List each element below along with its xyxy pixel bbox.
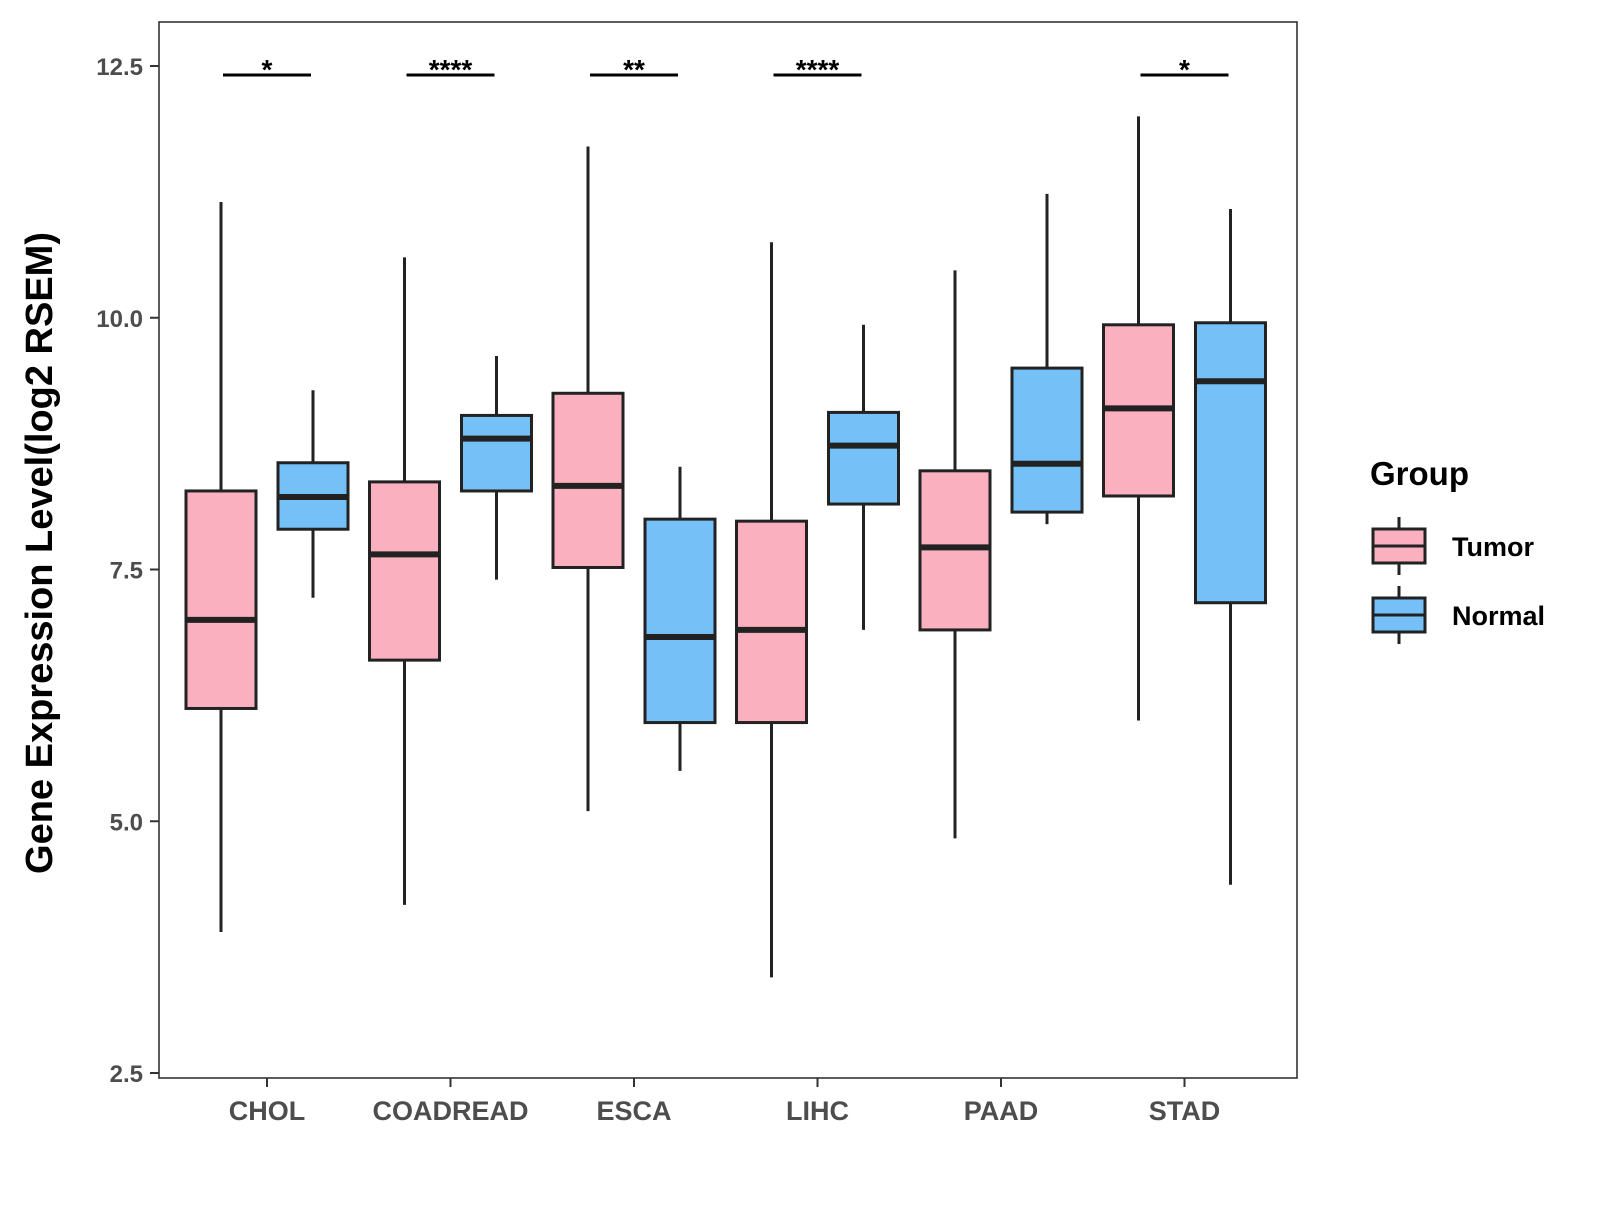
box-tumor-chol [184, 489, 258, 710]
y-axis-label: Gene Expression Level(log2 RSEM) [19, 232, 61, 874]
legend-label-normal: Normal [1452, 601, 1545, 631]
legend-items: Tumor Normal [1371, 517, 1545, 644]
y-tick-label: 10.0 [96, 306, 143, 333]
significance-label-chol: * [262, 54, 273, 85]
box-tumor-esca [551, 391, 625, 569]
x-tick-label: STAD [1149, 1096, 1221, 1126]
x-tick-label: PAAD [964, 1096, 1039, 1126]
y-tick-label: 12.5 [96, 54, 143, 81]
box-normal-lihc [827, 410, 900, 506]
y-tick-label: 5.0 [110, 809, 143, 836]
legend-title: Group [1370, 455, 1469, 492]
box-normal-stad [1194, 321, 1267, 605]
x-tick-label: COADREAD [372, 1096, 528, 1126]
box-normal-paad [1010, 366, 1084, 514]
box-normal-coadread [460, 413, 533, 493]
significance-label-lihc: **** [796, 54, 840, 85]
x-tick-label: ESCA [596, 1096, 671, 1126]
panel-border [158, 21, 1298, 1079]
y-tick-label: 2.5 [110, 1061, 143, 1088]
significance-label-stad: * [1179, 54, 1190, 85]
x-tick-label: CHOL [229, 1096, 306, 1126]
x-tick-label: LIHC [786, 1096, 849, 1126]
significance-label-esca: ** [623, 54, 645, 85]
legend-label-tumor: Tumor [1452, 532, 1534, 562]
y-tick-label: 7.5 [110, 558, 143, 585]
legend: Group Tumor Normal [1370, 455, 1545, 644]
box-tumor-lihc [735, 519, 808, 725]
significance-label-coadread: **** [429, 54, 473, 85]
box-normal-esca [643, 517, 717, 725]
box-tumor-paad [918, 469, 992, 632]
plot-layer: 2.5 5.0 7.5 10.0 12.5 CHOL COADREAD ESCA LIHC PAA… [96, 21, 1298, 1126]
box-tumor-coadread [368, 480, 441, 662]
